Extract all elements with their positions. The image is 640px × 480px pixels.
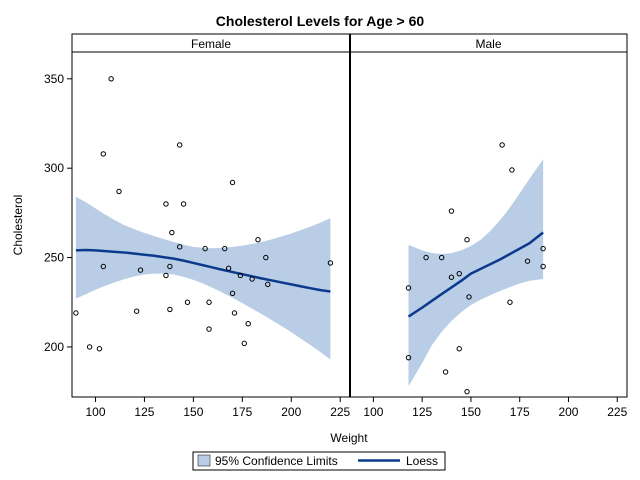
y-axis: 200 250 300 350	[44, 72, 72, 354]
data-point-male-13	[507, 299, 513, 305]
x-tick-label-female-200: 200	[281, 405, 301, 419]
data-point-male-14	[509, 167, 515, 173]
y-tick-label-300: 300	[44, 161, 64, 175]
legend: 95% Confidence Limits Loess	[192, 451, 446, 471]
y-tick-label-250: 250	[44, 251, 64, 265]
y-tick-label-200: 200	[44, 340, 64, 354]
data-point-male-9	[464, 236, 470, 243]
data-point-male-4	[442, 369, 449, 375]
panel-male: Male	[349, 33, 628, 395]
data-point-female-17	[184, 299, 191, 305]
data-point-male-16	[540, 263, 546, 270]
legend-swatch-confidence-band	[197, 454, 211, 467]
data-point-female-16	[180, 201, 187, 207]
data-point-female-33	[327, 260, 334, 266]
data-point-male-0	[405, 285, 412, 291]
data-point-female-11	[167, 263, 173, 270]
data-point-female-20	[206, 326, 212, 332]
data-point-male-10	[464, 388, 470, 395]
x-tick-label-male-125: 125	[412, 405, 432, 419]
panel-label-male: Male	[475, 37, 501, 51]
data-point-male-3	[438, 254, 445, 261]
data-point-male-2	[423, 254, 429, 261]
data-point-female-4	[100, 263, 107, 270]
loess-line-female	[75, 248, 331, 293]
data-point-female-3	[100, 151, 107, 157]
x-tick-label-male-175: 175	[510, 405, 530, 419]
data-point-female-1	[86, 344, 93, 350]
data-point-female-27	[241, 340, 247, 347]
y-axis-label: Cholesterol	[11, 195, 25, 256]
data-point-male-11	[466, 294, 472, 300]
data-point-female-2	[96, 346, 103, 352]
x-tick-label-female-100: 100	[85, 405, 105, 419]
data-point-female-7	[133, 308, 140, 314]
x-tick-label-male-100: 100	[363, 405, 383, 419]
data-point-female-15	[176, 244, 183, 250]
panel-label-female: Female	[191, 37, 231, 51]
x-tick-label-female-150: 150	[183, 405, 203, 419]
x-tick-label-male-225: 225	[607, 405, 627, 419]
data-point-female-25	[231, 310, 238, 316]
panel-plot-male	[405, 142, 546, 395]
data-point-male-7	[456, 270, 462, 277]
data-point-female-6	[116, 188, 122, 195]
x-tick-label-male-150: 150	[461, 405, 481, 419]
data-point-female-19	[206, 299, 212, 305]
confidence-band-female	[75, 196, 331, 360]
data-point-male-1	[405, 354, 412, 361]
data-point-female-26	[237, 272, 244, 279]
data-point-female-12	[167, 306, 173, 313]
legend-label-confidence: 95% Confidence Limits	[215, 454, 338, 468]
x-tick-label-female-225: 225	[330, 405, 350, 419]
legend-box	[192, 451, 446, 471]
data-point-female-10	[163, 201, 169, 207]
x-tick-label-male-200: 200	[558, 405, 578, 419]
data-point-female-31	[263, 254, 269, 261]
data-point-female-8	[137, 267, 144, 273]
data-point-female-24	[229, 290, 236, 297]
x-tick-label-female-125: 125	[134, 405, 154, 419]
data-point-male-6	[448, 208, 455, 214]
data-point-female-9	[163, 272, 169, 279]
data-point-female-22	[225, 265, 232, 271]
data-point-male-15	[524, 258, 531, 264]
legend-label-loess: Loess	[406, 454, 438, 468]
data-point-female-21	[222, 245, 228, 252]
data-point-male-17	[540, 245, 546, 252]
data-point-female-32	[265, 281, 271, 288]
confidence-band-male	[408, 159, 544, 387]
data-point-female-23	[229, 179, 236, 186]
y-tick-label-350: 350	[44, 72, 64, 86]
x-axis-female: 100 125 150 175 200 225	[85, 397, 351, 419]
data-point-female-13	[169, 229, 175, 236]
loess-line-male	[407, 231, 544, 318]
x-axis-male: 100 125 150 175 200 225	[363, 397, 628, 419]
x-tick-label-female-175: 175	[232, 405, 252, 419]
data-point-female-30	[255, 236, 261, 243]
data-point-male-5	[448, 274, 455, 280]
data-point-female-18	[202, 245, 208, 252]
x-axis-label: Weight	[330, 431, 368, 445]
data-point-female-14	[176, 142, 183, 148]
data-point-female-28	[245, 321, 251, 327]
data-point-male-12	[499, 142, 505, 148]
chart-title: Cholesterol Levels for Age > 60	[216, 13, 425, 29]
data-point-female-5	[108, 76, 114, 82]
data-point-female-0	[73, 310, 79, 316]
data-point-male-8	[456, 346, 462, 352]
data-point-female-29	[249, 276, 255, 282]
panel-plot-female	[73, 76, 334, 360]
